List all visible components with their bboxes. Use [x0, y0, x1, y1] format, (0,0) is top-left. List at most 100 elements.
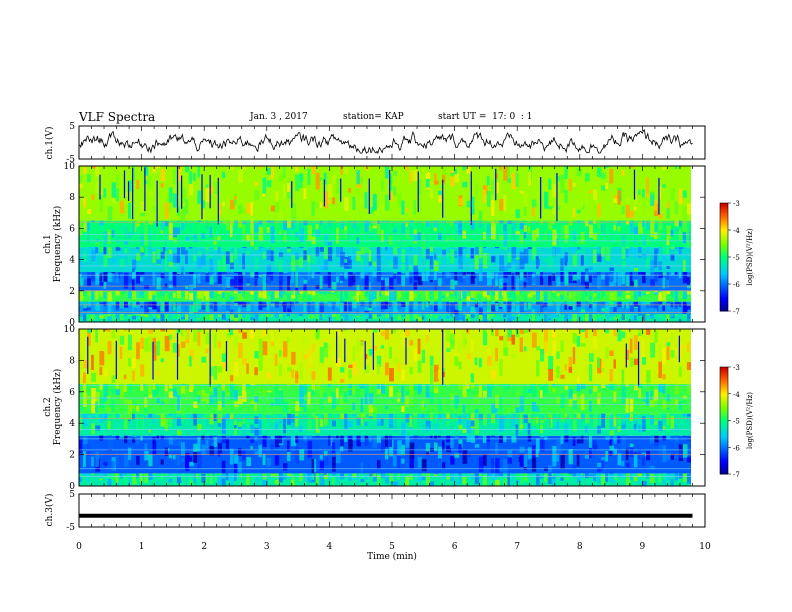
- spectral-texture: [160, 401, 165, 405]
- spectral-texture: [144, 413, 149, 416]
- spectrogram-ch1: [79, 166, 705, 322]
- spectral-texture: [95, 290, 99, 300]
- spectral-texture: [597, 473, 602, 476]
- spectral-texture: [417, 314, 423, 317]
- spectral-texture: [491, 200, 495, 216]
- spectral-texture: [589, 266, 594, 271]
- spectral-texture: [544, 191, 549, 209]
- spectral-texture: [385, 301, 389, 306]
- spectral-texture: [446, 394, 450, 412]
- colorbar-step: [720, 215, 728, 218]
- spectral-texture: [111, 460, 115, 471]
- spectral-texture: [229, 301, 233, 303]
- spectral-texture: [409, 415, 413, 427]
- spectral-texture: [531, 230, 537, 242]
- spectral-texture: [176, 417, 182, 426]
- spectral-texture: [584, 274, 589, 281]
- x-tick-label: 10: [699, 542, 711, 552]
- spectral-texture: [425, 221, 430, 228]
- spectral-texture: [295, 166, 299, 172]
- spectral-texture: [433, 314, 439, 318]
- spectral-texture: [189, 284, 194, 291]
- spectral-texture: [119, 247, 125, 249]
- spectral-texture: [176, 290, 182, 294]
- spectral-texture: [499, 473, 504, 477]
- spectral-texture: [278, 435, 283, 444]
- colorbar-step: [720, 284, 728, 287]
- spectral-texture: [495, 314, 500, 319]
- spectral-texture: [405, 462, 410, 470]
- spectral-texture: [221, 172, 226, 178]
- spectral-texture: [458, 474, 462, 484]
- spectral-texture: [189, 480, 194, 485]
- spectral-texture: [238, 204, 243, 214]
- spectral-texture: [593, 473, 597, 481]
- colorbar-step: [720, 431, 728, 434]
- spectral-texture: [164, 301, 170, 303]
- spectral-texture: [511, 257, 516, 265]
- spectral-texture: [389, 414, 394, 425]
- spectral-texture: [95, 425, 101, 431]
- spectral-texture: [519, 413, 523, 431]
- spectral-texture: [450, 279, 455, 290]
- spectral-texture: [662, 290, 667, 298]
- spectral-texture: [217, 451, 221, 457]
- no-data-strip: [691, 329, 705, 486]
- spectral-texture: [213, 247, 219, 250]
- spectral-texture: [254, 314, 259, 321]
- spectral-texture: [156, 290, 160, 294]
- spectral-texture: [544, 290, 548, 294]
- spectral-texture: [385, 314, 390, 319]
- spectral-texture: [507, 473, 510, 486]
- spectral-texture: [478, 264, 483, 272]
- spectral-texture: [499, 468, 503, 472]
- spectral-texture: [658, 292, 663, 302]
- spectral-texture: [295, 473, 299, 484]
- spectral-texture: [287, 413, 292, 426]
- spectral-texture: [254, 190, 259, 201]
- spectral-texture: [580, 413, 586, 421]
- spectral-texture: [409, 224, 413, 237]
- spectral-texture: [405, 255, 409, 271]
- spectral-texture: [168, 249, 173, 254]
- spectral-texture: [686, 290, 692, 295]
- spectral-texture: [258, 338, 263, 356]
- spectral-texture: [593, 303, 597, 313]
- spectral-texture: [609, 267, 614, 272]
- spectral-texture: [670, 290, 675, 298]
- colorbar-step: [720, 246, 728, 249]
- spectral-texture: [160, 329, 166, 332]
- spectral-texture: [348, 390, 353, 396]
- spectral-texture: [250, 424, 255, 434]
- spectral-texture: [303, 279, 308, 284]
- spectral-dropout: [209, 329, 211, 387]
- colorbar-step: [720, 381, 728, 384]
- spectral-texture: [433, 301, 438, 312]
- spectral-texture: [380, 179, 384, 192]
- spectral-texture: [193, 173, 196, 181]
- spectral-texture: [584, 220, 589, 227]
- spectral-dropout: [372, 332, 374, 370]
- spectral-texture: [315, 329, 320, 340]
- spectral-texture: [148, 230, 151, 248]
- spectral-texture: [417, 276, 423, 286]
- spectral-texture: [662, 247, 668, 256]
- spectral-texture: [397, 247, 402, 253]
- spectral-texture: [87, 301, 91, 307]
- spectral-texture: [409, 339, 413, 346]
- spectral-texture: [132, 221, 135, 234]
- spectral-texture: [111, 375, 116, 384]
- spectral-texture: [429, 414, 433, 421]
- spectral-texture: [405, 208, 409, 212]
- spectral-texture: [389, 247, 393, 261]
- spectral-texture: [327, 367, 332, 381]
- spectral-texture: [229, 224, 233, 238]
- spectral-texture: [336, 414, 340, 429]
- ch2-freq-tick-label: 0: [69, 482, 75, 492]
- colorbar-step: [720, 445, 728, 448]
- spectral-texture: [213, 314, 219, 316]
- spectral-texture: [278, 419, 283, 424]
- spectral-texture: [674, 343, 678, 348]
- spectral-texture: [642, 399, 647, 403]
- spectral-texture: [254, 247, 259, 250]
